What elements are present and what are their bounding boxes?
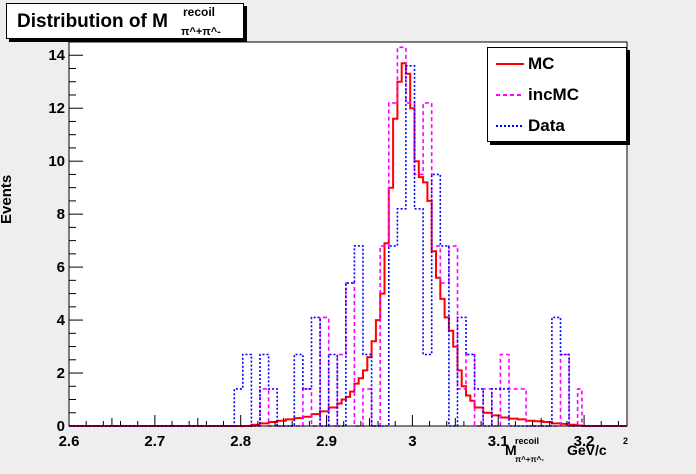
y-tick-label: 8 [57,206,65,223]
x-axis-title: M recoil π^+π^- GeV/c 2 [505,436,628,464]
y-tick-label: 0 [57,418,65,435]
x-tick-label: 2.7 [144,433,165,450]
chart-title-superscript: recoil [183,5,216,19]
y-tick-label: 2 [57,365,65,382]
x-tick-label: 3.2 [574,433,595,450]
y-tick-label: 6 [57,259,65,276]
x-tick-label: 2.8 [230,433,251,450]
legend-item-data: Data [488,112,628,140]
axes: 2.6 2.7 2.8 2.9 3 3.1 3.2 0 2 4 6 8 10 12 14 [48,41,627,450]
x-axis-title-main: M [505,442,517,458]
legend-label-mc: MC [528,54,555,73]
y-tick-label: 12 [48,100,65,117]
chart-title-subscript: π^+π^- [181,26,221,38]
legend: MC incMC Data [487,47,627,142]
legend-item-mc: MC [488,50,628,78]
y-tick-label: 4 [57,312,66,329]
x-tick-label: 3.1 [488,433,509,450]
y-tick-label: 10 [48,153,65,170]
x-axis-title-superscript: recoil [515,436,540,446]
legend-label-incmc: incMC [528,85,579,104]
x-axis-title-subscript: π^+π^- [515,455,544,464]
title-box: Distribution of M recoil π^+π^- [6,3,244,39]
x-axis-unit: GeV/c [567,442,607,458]
x-axis-unit-superscript: 2 [623,436,629,446]
y-axis-title: Events [0,174,15,224]
y-tick-label: 14 [48,47,65,64]
x-tick-label: 3 [408,433,416,450]
x-tick-label: 2.6 [59,433,80,450]
x-tick-label: 2.9 [316,433,337,450]
chart-title: Distribution of M [17,11,168,32]
legend-item-incmc: incMC [488,81,628,109]
legend-label-data: Data [528,116,565,135]
